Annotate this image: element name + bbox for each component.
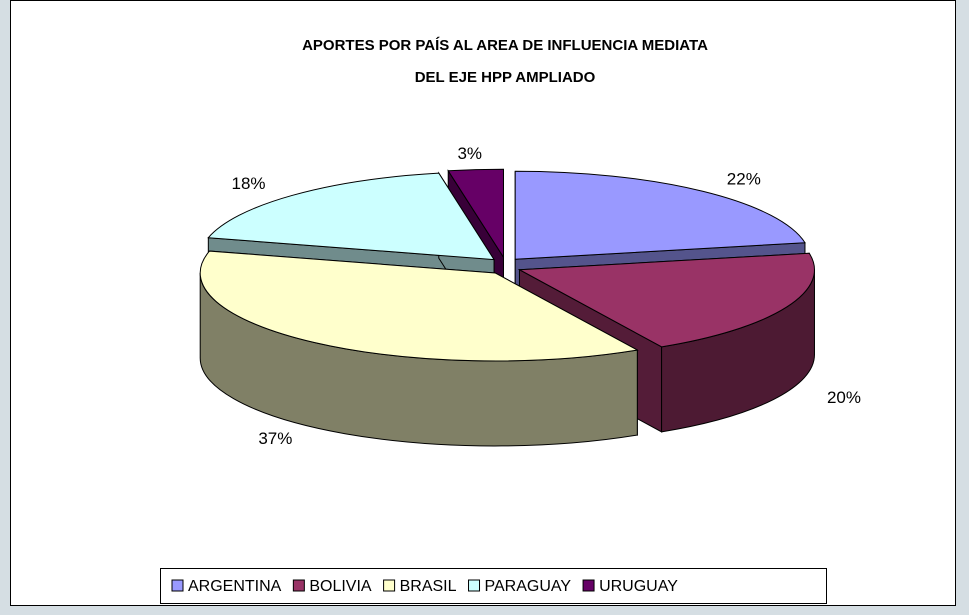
legend-swatch (383, 579, 396, 592)
legend-label: BRASIL (400, 578, 457, 595)
legend-box (160, 568, 827, 604)
legend-label: URUGUAY (599, 578, 678, 595)
slice (199, 250, 639, 362)
legend-label: BOLIVIA (309, 578, 372, 595)
legend-swatch (582, 579, 595, 592)
data-label: 22% (727, 169, 761, 188)
data-label: 20% (827, 388, 861, 407)
legend-swatch (468, 579, 481, 592)
slice (447, 168, 504, 259)
slice (199, 250, 639, 447)
slice (514, 170, 806, 260)
slice (517, 252, 815, 348)
legend-label: ARGENTINA (188, 578, 282, 595)
chart-title: DEL EJE HPP AMPLIADO (415, 69, 596, 86)
chart-title: APORTES POR PAÍS AL AREA DE INFLUENCIA M… (302, 37, 708, 54)
data-label: 37% (258, 429, 292, 448)
legend-swatch (292, 579, 305, 592)
legend-swatch (171, 579, 184, 592)
legend-label: PARAGUAY (485, 578, 572, 595)
data-label: 3% (457, 144, 482, 163)
data-label: 18% (232, 174, 266, 193)
slice (207, 172, 496, 261)
